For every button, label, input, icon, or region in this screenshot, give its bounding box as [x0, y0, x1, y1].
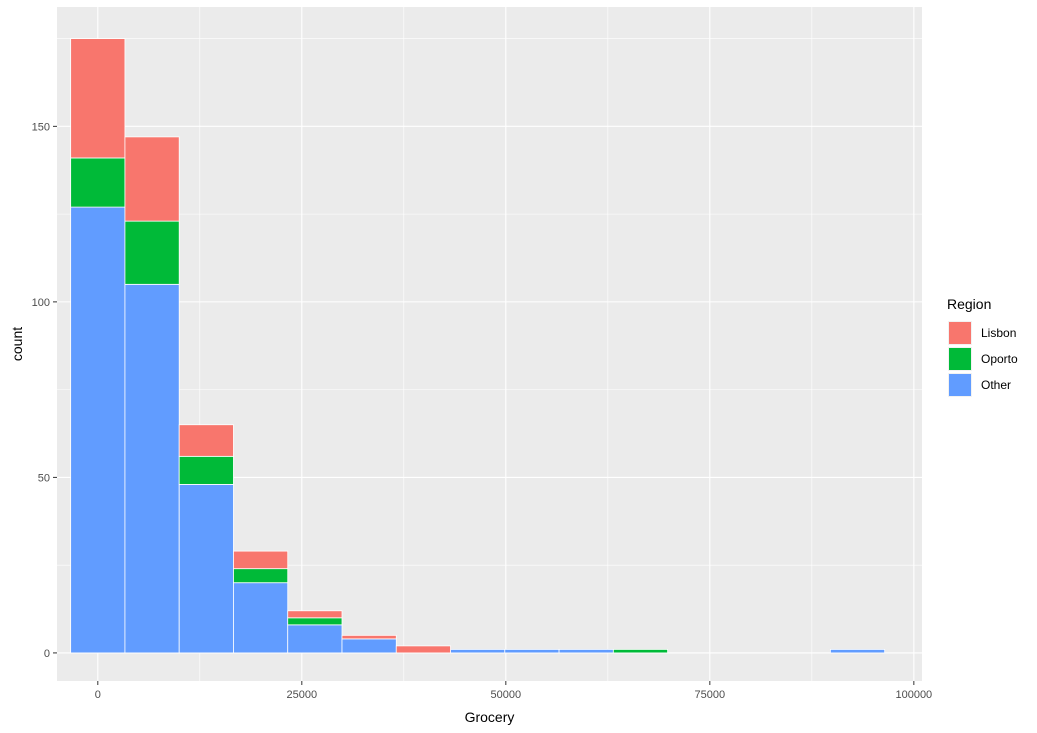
x-tick-label: 0: [95, 689, 101, 701]
y-tick-label: 50: [38, 472, 50, 484]
grid-minor: [57, 7, 922, 681]
bar-oporto: [233, 568, 289, 584]
bar-other: [341, 638, 397, 654]
bar-lisbon: [178, 424, 234, 457]
bar-lisbon: [287, 610, 343, 619]
x-axis-title: Grocery: [465, 709, 515, 725]
bar-lisbon: [395, 645, 451, 654]
y-tick-label: 150: [32, 121, 50, 133]
y-axis-title: count: [9, 327, 25, 361]
bar-other: [178, 484, 234, 654]
axis-ticks: [53, 125, 915, 685]
bar-other: [829, 649, 886, 654]
bars: [70, 38, 886, 654]
bar-oporto: [70, 157, 126, 208]
bar-other: [70, 206, 126, 654]
legend-swatch-lisbon: [949, 322, 971, 344]
y-tick-label: 0: [44, 648, 50, 660]
bar-oporto: [178, 455, 234, 485]
x-axis-tick-labels: 0 25000 50000 75000 100000: [95, 689, 932, 701]
bar-lisbon: [70, 38, 126, 159]
legend-items: Lisbon Oporto Other: [948, 321, 1018, 397]
x-tick-label: 75000: [695, 689, 726, 701]
x-tick-label: 100000: [895, 689, 932, 701]
bar-other: [233, 582, 289, 654]
bar-lisbon: [233, 550, 289, 570]
bar-oporto: [612, 649, 669, 654]
bar-other: [124, 283, 180, 654]
y-tick-label: 100: [32, 297, 50, 309]
bar-lisbon: [124, 136, 180, 222]
bar-oporto: [287, 617, 343, 626]
legend: Region Lisbon Oporto Other: [947, 296, 1018, 397]
x-tick-label: 50000: [491, 689, 522, 701]
legend-label-lisbon: Lisbon: [981, 326, 1016, 340]
bar-oporto: [124, 220, 180, 285]
bar-other: [558, 649, 614, 654]
bar-other: [504, 649, 560, 654]
legend-label-other: Other: [981, 378, 1011, 392]
legend-title: Region: [947, 296, 991, 312]
bar-other: [450, 649, 506, 654]
y-axis-tick-labels: 0 50 100 150: [32, 121, 50, 660]
bar-lisbon: [341, 634, 397, 640]
legend-swatch-other: [949, 374, 971, 396]
bar-other: [287, 624, 343, 654]
legend-swatch-oporto: [949, 348, 971, 370]
legend-label-oporto: Oporto: [981, 352, 1018, 366]
x-tick-label: 25000: [287, 689, 318, 701]
